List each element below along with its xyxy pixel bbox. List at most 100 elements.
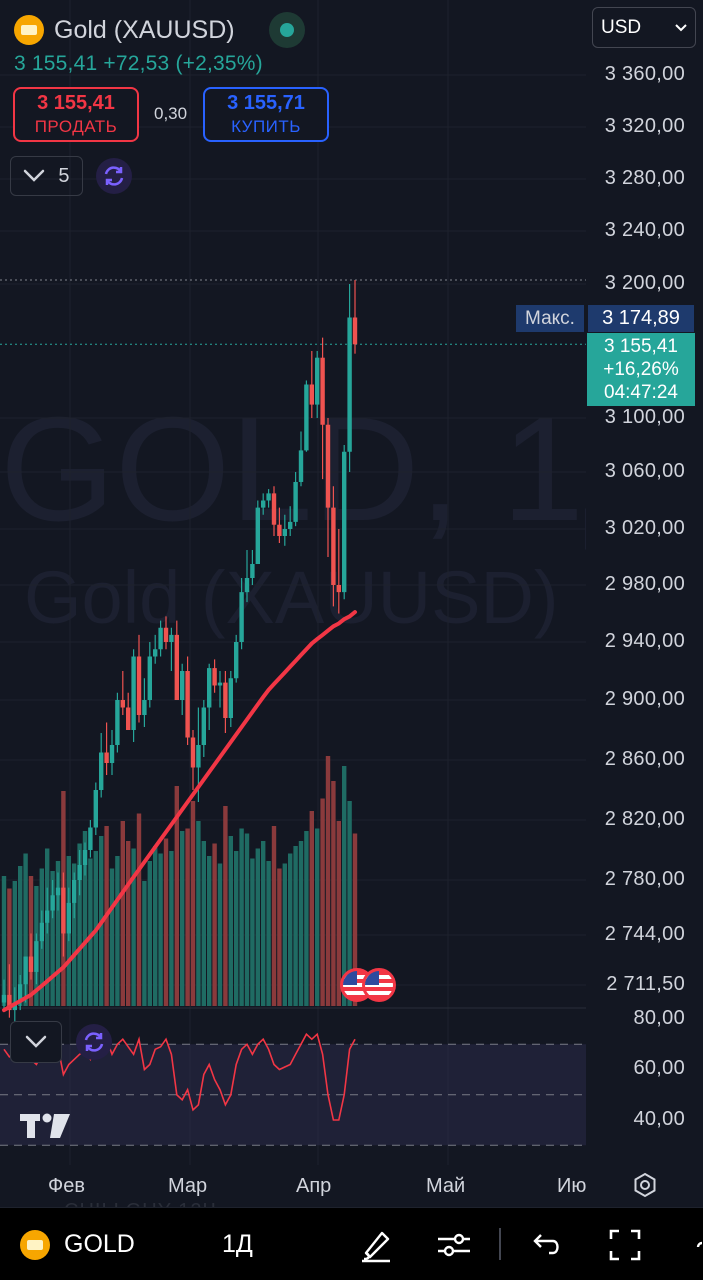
price-axis-label: 2 980,00 <box>604 573 685 595</box>
price-axis-label: 2 860,00 <box>604 748 685 770</box>
volume-bar <box>217 863 223 1006</box>
symbol-title[interactable]: Gold (XAUUSD) <box>54 15 235 44</box>
refresh-button[interactable] <box>96 158 132 194</box>
volume-bar <box>12 881 17 1006</box>
volume-bar <box>158 853 163 1006</box>
candle-body <box>277 524 282 536</box>
candle-body <box>93 790 98 828</box>
us-flag-icon[interactable] <box>362 968 396 1002</box>
buy-button[interactable]: 3 155,71 КУПИТЬ <box>203 87 329 142</box>
candle-body <box>131 656 136 730</box>
candle-body <box>7 994 12 1011</box>
price-axis-label: 2 900,00 <box>604 688 685 710</box>
symbol-header[interactable]: Gold (XAUUSD) <box>14 12 305 48</box>
drawing-tools-button[interactable] <box>356 1208 396 1280</box>
spread-value: 0,30 <box>154 104 188 123</box>
bottom-toolbar: GOLD 1Д <box>0 1207 703 1280</box>
candle-body <box>55 887 61 896</box>
price-axis-label: 2 780,00 <box>604 868 685 890</box>
candle-body <box>266 493 271 501</box>
price-axis[interactable]: 3 360,00 3 320,00 3 280,00 3 240,00 3 200,00… <box>586 0 703 1165</box>
volume-bar <box>77 843 82 1006</box>
symbol-button[interactable]: GOLD <box>20 1208 135 1280</box>
volume-bar <box>277 868 282 1006</box>
volume-bar <box>190 801 196 1006</box>
time-label: Ию <box>557 1175 587 1197</box>
volume-bar <box>212 843 217 1006</box>
sliders-icon <box>438 1233 470 1256</box>
currency-select[interactable]: USD <box>592 7 696 48</box>
rsi-line <box>3 1032 356 1121</box>
market-status-indicator[interactable] <box>268 12 305 48</box>
volume-bar <box>293 846 298 1006</box>
symbol-name: GOLD <box>64 1230 135 1258</box>
volume-bar <box>352 833 358 1006</box>
volume-bar <box>261 841 266 1006</box>
indicator-refresh-button[interactable] <box>76 1024 112 1060</box>
volume-bar <box>239 828 244 1006</box>
price-axis-label: 3 280,00 <box>604 167 685 189</box>
candle-body <box>250 564 255 578</box>
indicator-pane-toggle[interactable] <box>10 1021 62 1063</box>
candle-body <box>244 578 250 593</box>
chevron-down-icon <box>24 169 45 182</box>
volume-bar <box>88 858 93 1006</box>
candle-body <box>115 700 120 745</box>
price-axis-label: 3 060,00 <box>604 460 685 482</box>
volume-bar <box>180 831 185 1006</box>
volume-bar <box>282 863 287 1006</box>
volume-bar <box>288 853 293 1006</box>
currency-value: USD <box>601 16 642 38</box>
interval-button[interactable]: 1Д <box>222 1208 253 1280</box>
economic-events[interactable] <box>340 968 400 1004</box>
volume-bar <box>169 851 174 1006</box>
volume-bar <box>347 801 352 1006</box>
rsi-band <box>0 1044 586 1146</box>
price-axis-label: 3 240,00 <box>604 219 685 241</box>
candle-body <box>190 737 196 768</box>
volume-bar <box>304 831 309 1006</box>
price-chart[interactable] <box>0 0 586 1165</box>
candle-body <box>271 493 277 525</box>
candle-body <box>282 529 287 536</box>
price-axis-label: 2 820,00 <box>604 808 685 830</box>
volume-bar <box>72 863 77 1006</box>
chart-area[interactable]: GOLD, 1Д Gold (XAUUSD) <box>0 0 586 1165</box>
candle-body <box>309 384 314 405</box>
volume-bar <box>109 868 115 1006</box>
undo-button[interactable] <box>525 1208 565 1280</box>
indicators-collapse-button[interactable]: 5 <box>10 156 83 196</box>
indicators-button[interactable] <box>434 1208 474 1280</box>
candle-body <box>304 384 309 451</box>
volume-bar <box>250 858 255 1006</box>
candle-body <box>320 357 325 425</box>
candle-body <box>99 752 104 790</box>
status-dot-icon <box>279 23 294 37</box>
price-axis-label: 3 100,00 <box>604 406 685 428</box>
gold-icon <box>20 1229 50 1260</box>
sell-price: 3 155,41 <box>37 92 115 114</box>
volume-bar <box>309 811 314 1006</box>
volume-bar <box>115 856 120 1006</box>
max-price-value: 3 174,89 <box>588 305 694 332</box>
candle-body <box>153 649 158 657</box>
time-axis[interactable]: Фев Мар Апр Май Ию <box>0 1165 703 1207</box>
volume-bar <box>136 813 142 1006</box>
candle-body <box>163 627 169 642</box>
volume-bar <box>18 866 23 1006</box>
time-label: Апр <box>296 1175 332 1197</box>
last-price-value: 3 155,41 <box>604 336 678 357</box>
sell-button[interactable]: 3 155,41 ПРОДАТЬ <box>13 87 139 142</box>
candle-body <box>180 671 185 700</box>
candle-body <box>174 634 179 700</box>
settings-icon[interactable] <box>632 1172 658 1198</box>
volume-bar <box>320 798 325 1006</box>
volume-bar <box>131 848 136 1006</box>
interval-value: 1Д <box>222 1230 253 1258</box>
refresh-icon <box>104 166 124 186</box>
more-button[interactable] <box>690 1208 703 1280</box>
candle-body <box>158 627 163 650</box>
candle-body <box>288 521 293 529</box>
indicator-axis-label: 60,00 <box>633 1057 685 1079</box>
fullscreen-button[interactable] <box>605 1208 645 1280</box>
